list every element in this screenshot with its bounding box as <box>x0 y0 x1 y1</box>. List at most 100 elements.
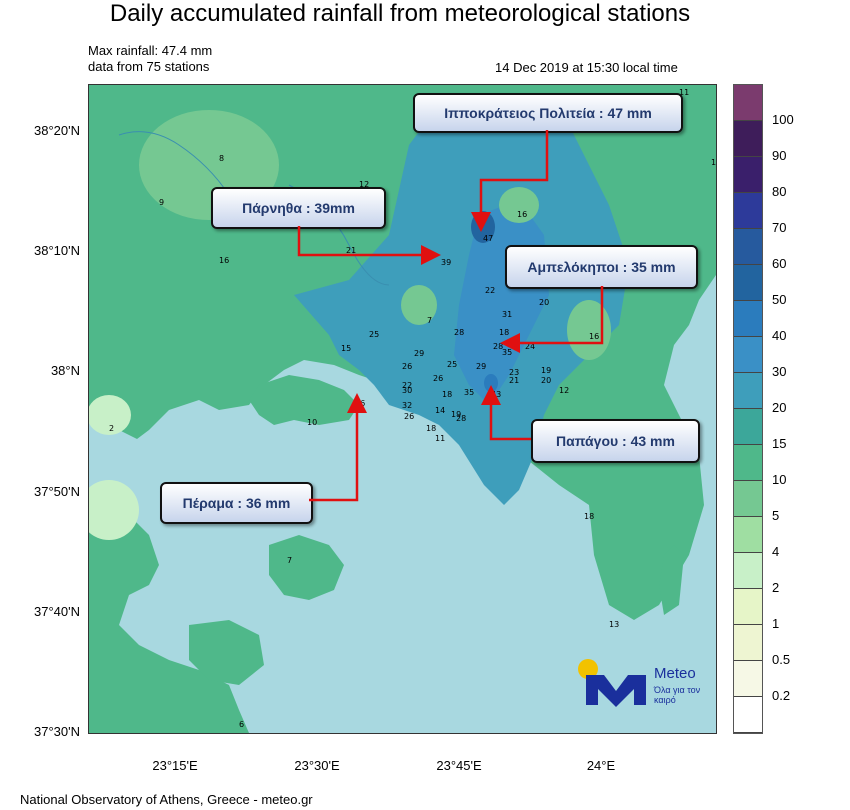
station-value: 25 <box>447 360 457 369</box>
station-value: 18 <box>584 512 594 521</box>
arrow-ippokrateios <box>471 130 549 232</box>
station-value: 19 <box>541 366 551 375</box>
station-value: 29 <box>476 362 486 371</box>
patch-east2 <box>567 300 611 360</box>
meteo-logo-word: Meteo <box>654 665 696 682</box>
station-value: 24 <box>525 342 535 351</box>
station-value: 22 <box>485 286 495 295</box>
station-value: 47 <box>483 234 493 243</box>
timestamp-text: 14 Dec 2019 at 15:30 local time <box>495 60 678 75</box>
legend-swatch <box>734 481 762 517</box>
station-value: 14 <box>435 406 445 415</box>
legend-swatch <box>734 517 762 553</box>
station-value: 28 <box>454 328 464 337</box>
station-value: 28 <box>456 414 466 423</box>
legend-swatch <box>734 85 762 121</box>
legend-swatch <box>734 121 762 157</box>
station-value: 26 <box>404 412 414 421</box>
legend-swatch <box>734 157 762 193</box>
station-value: 26 <box>433 374 443 383</box>
station-value: 2 <box>109 424 114 433</box>
legend-label: 40 <box>772 328 787 343</box>
legend-swatch <box>734 265 762 301</box>
station-value: 6 <box>239 720 244 729</box>
salamina-island <box>249 375 359 425</box>
stations-count-text: data from 75 stations <box>88 59 210 74</box>
patch-southwest <box>89 395 131 435</box>
station-value: 11 <box>435 434 445 443</box>
station-value: 21 <box>509 376 519 385</box>
station-value: 9 <box>159 198 164 207</box>
station-value: 35 <box>464 388 474 397</box>
lat-tick-5: 37°40'N <box>34 604 80 619</box>
legend-swatch <box>734 697 762 733</box>
arrow-papagou <box>481 385 531 441</box>
footer-credit: National Observatory of Athens, Greece -… <box>20 792 313 807</box>
station-value: 18 <box>442 390 452 399</box>
legend-label: 2 <box>772 580 780 595</box>
station-value: 23 <box>509 368 519 377</box>
lon-tick-1: 23°15'E <box>152 758 198 773</box>
lat-tick-2: 38°10'N <box>34 243 80 258</box>
color-legend <box>733 84 763 734</box>
callout-ampelokipoi: Αμπελόκηποι : 35 mm <box>505 245 698 289</box>
callout-parnitha: Πάρνηθα : 39mm <box>211 187 386 229</box>
station-value: 18 <box>426 424 436 433</box>
lat-tick-1: 38°20'N <box>34 123 80 138</box>
legend-swatch <box>734 625 762 661</box>
callout-papagou: Παπάγου : 43 mm <box>531 419 700 463</box>
lon-tick-3: 23°45'E <box>436 758 482 773</box>
poros-island <box>189 620 264 685</box>
legend-swatch <box>734 661 762 697</box>
arrow-perama <box>309 393 367 502</box>
station-value: 7 <box>427 316 432 325</box>
patch-southwest2 <box>89 480 139 540</box>
station-value: 10 <box>307 418 317 427</box>
station-value: 25 <box>369 330 379 339</box>
contour-line <box>118 131 230 196</box>
arrow-ampelokipoi <box>500 286 604 353</box>
lat-tick-3: 38°N <box>50 363 80 378</box>
legend-swatch <box>734 193 762 229</box>
legend-swatch <box>734 229 762 265</box>
station-value: 16 <box>589 332 599 341</box>
patch-east <box>499 187 539 223</box>
meta-info: Max rainfall: 47.4 mm data from 75 stati… <box>88 43 212 75</box>
station-value: 31 <box>502 310 512 319</box>
legend-label: 70 <box>772 220 787 235</box>
legend-label: 15 <box>772 436 787 451</box>
aegina-island <box>269 535 344 600</box>
station-value: 19 <box>451 410 461 419</box>
legend-swatch <box>734 301 762 337</box>
legend-swatch <box>734 373 762 409</box>
legend-swatch <box>734 553 762 589</box>
legend-swatch <box>734 589 762 625</box>
station-value: 15 <box>341 344 351 353</box>
station-value: 18 <box>499 328 509 337</box>
station-value: 22 <box>402 381 412 390</box>
map-title: Daily accumulated rainfall from meteorol… <box>109 0 691 27</box>
legend-label: 80 <box>772 184 787 199</box>
legend-label: 4 <box>772 544 780 559</box>
legend-label: 100 <box>772 112 794 127</box>
legend-label: 0.2 <box>772 688 791 703</box>
station-value: 20 <box>539 298 549 307</box>
legend-label: 50 <box>772 292 787 307</box>
station-value: 12 <box>559 386 569 395</box>
station-value: 30 <box>402 386 412 395</box>
legend-label: 60 <box>772 256 787 271</box>
station-value: 32 <box>402 401 412 410</box>
meteo-logo-tagline: Όλα για τον καιρό <box>654 685 701 705</box>
legend-label: 90 <box>772 148 787 163</box>
station-value: 20 <box>541 376 551 385</box>
callout-perama: Πέραμα : 36 mm <box>160 482 313 524</box>
station-values-layer: 1111891216164721391622207283125151828292… <box>109 88 716 729</box>
station-value: 11 <box>711 158 716 167</box>
legend-swatch <box>734 337 762 373</box>
legend-label: 0.5 <box>772 652 791 667</box>
max-rainfall-text: Max rainfall: 47.4 mm <box>88 43 213 58</box>
lon-tick-4: 24°E <box>586 758 616 773</box>
legend-label: 30 <box>772 364 787 379</box>
station-value: 29 <box>414 349 424 358</box>
meteo-logo-mark <box>578 659 646 707</box>
